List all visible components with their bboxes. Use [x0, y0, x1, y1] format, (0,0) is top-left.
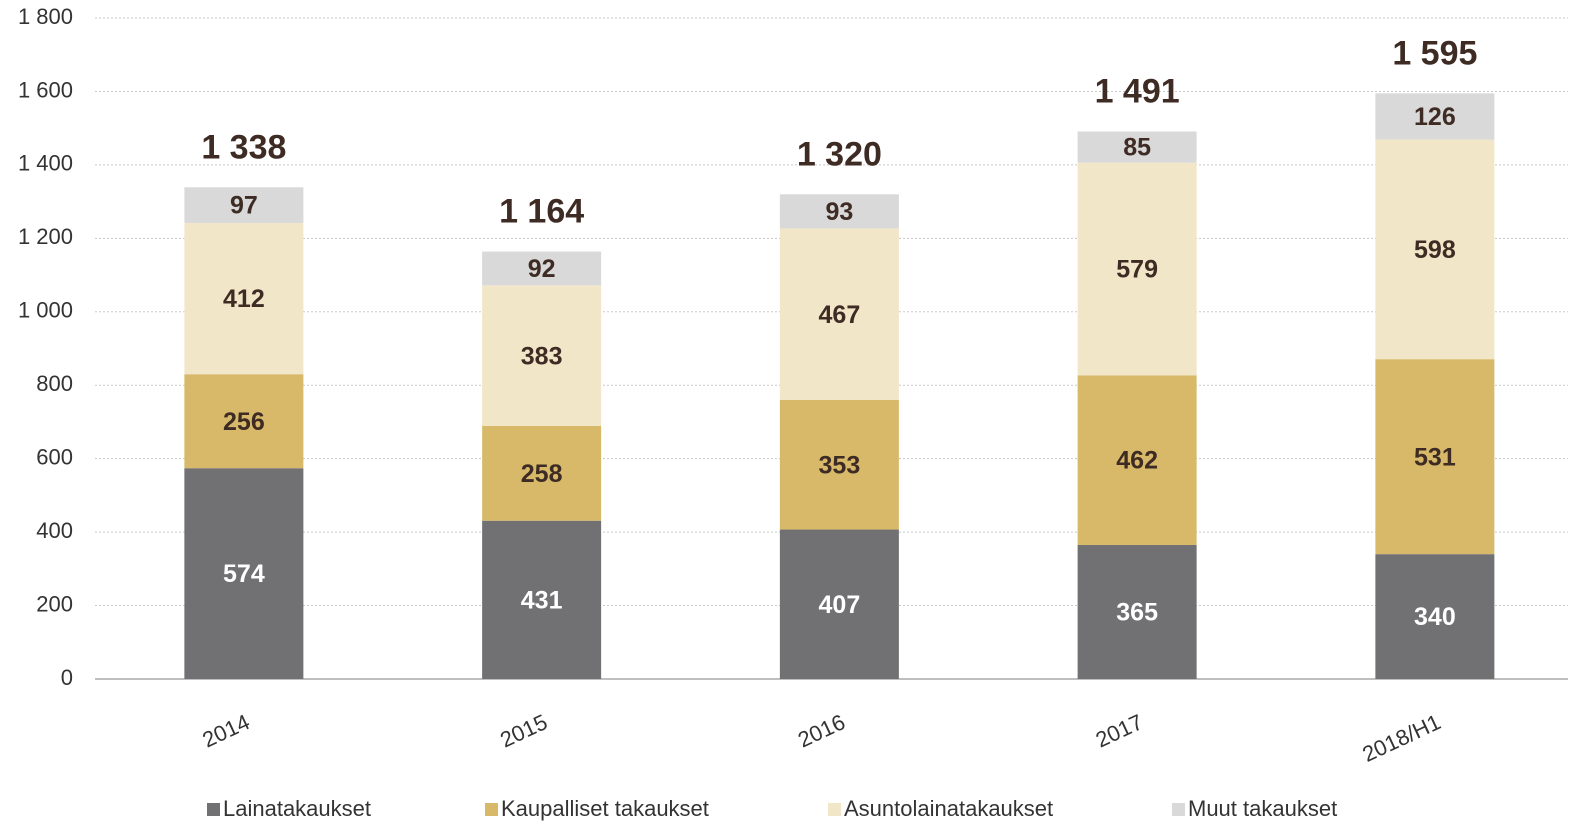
bar-segment — [482, 251, 602, 286]
segment-label: 407 — [819, 591, 861, 619]
segment-label: 383 — [521, 342, 563, 370]
bar-segment — [779, 399, 899, 530]
y-tick-label: 1 800 — [18, 4, 73, 29]
segment-label: 97 — [230, 192, 258, 220]
legend-label: Muut takaukset — [1188, 796, 1337, 821]
y-tick-label: 200 — [36, 591, 73, 616]
x-tick-label: 2015 — [496, 709, 551, 752]
bar-segment — [1375, 554, 1495, 679]
total-label: 1 320 — [797, 135, 882, 173]
total-label: 1 338 — [201, 129, 286, 167]
segment-label: 93 — [825, 198, 853, 226]
total-label: 1 595 — [1392, 34, 1477, 72]
bar-segment — [482, 520, 602, 679]
legend-label: Kaupalliset takaukset — [501, 796, 709, 821]
total-label: 1 491 — [1095, 72, 1180, 110]
x-tick-label: 2017 — [1092, 709, 1147, 752]
legend-label: Asuntolainatakaukset — [844, 796, 1053, 821]
segment-label: 462 — [1116, 447, 1158, 475]
x-tick-label: 2014 — [199, 709, 254, 752]
bar-segment — [779, 228, 899, 400]
legend-swatch — [828, 803, 841, 816]
bar-segment — [184, 187, 304, 223]
segment-label: 365 — [1116, 599, 1158, 627]
x-tick-label: 2018/H1 — [1358, 709, 1444, 767]
segment-label: 126 — [1414, 103, 1456, 131]
y-tick-label: 800 — [36, 371, 73, 396]
segment-label: 431 — [521, 586, 563, 614]
bar-segment — [482, 285, 602, 426]
segment-label: 256 — [223, 408, 265, 436]
bar-segment — [1077, 162, 1197, 376]
bar-segment — [1077, 375, 1197, 545]
segment-label: 85 — [1123, 134, 1151, 162]
y-tick-label: 1 000 — [18, 298, 73, 323]
bar-segment — [1077, 131, 1197, 163]
y-tick-label: 1 200 — [18, 224, 73, 249]
y-tick-label: 0 — [61, 665, 73, 690]
segment-label: 467 — [819, 301, 861, 329]
x-tick-label: 2016 — [794, 709, 849, 752]
y-tick-label: 400 — [36, 518, 73, 543]
bar-segment — [1375, 93, 1495, 140]
bar-segment — [184, 222, 304, 375]
segment-label: 340 — [1414, 603, 1456, 631]
segment-label: 598 — [1414, 236, 1456, 264]
y-tick-label: 1 400 — [18, 151, 73, 176]
segment-label: 412 — [223, 285, 265, 313]
y-tick-label: 600 — [36, 444, 73, 469]
legend-swatch — [207, 803, 220, 816]
segment-label: 92 — [528, 255, 556, 283]
bar-segment — [779, 194, 899, 229]
total-label: 1 164 — [499, 193, 584, 231]
segment-label: 531 — [1414, 443, 1456, 471]
segment-label: 574 — [223, 560, 265, 588]
segment-label: 353 — [819, 451, 861, 479]
bar-segment — [1375, 139, 1495, 360]
segment-label: 258 — [521, 460, 563, 488]
bar-segment — [184, 468, 304, 679]
bar-segment — [1375, 359, 1495, 555]
legend-label: Lainatakaukset — [223, 796, 371, 821]
bar-segment — [1077, 544, 1197, 679]
legend-swatch — [485, 803, 498, 816]
bar-segment — [184, 374, 304, 469]
y-tick-label: 1 600 — [18, 77, 73, 102]
legend-swatch — [1172, 803, 1185, 816]
bar-segment — [482, 425, 602, 521]
bar-segment — [779, 529, 899, 679]
segment-label: 579 — [1116, 256, 1158, 284]
